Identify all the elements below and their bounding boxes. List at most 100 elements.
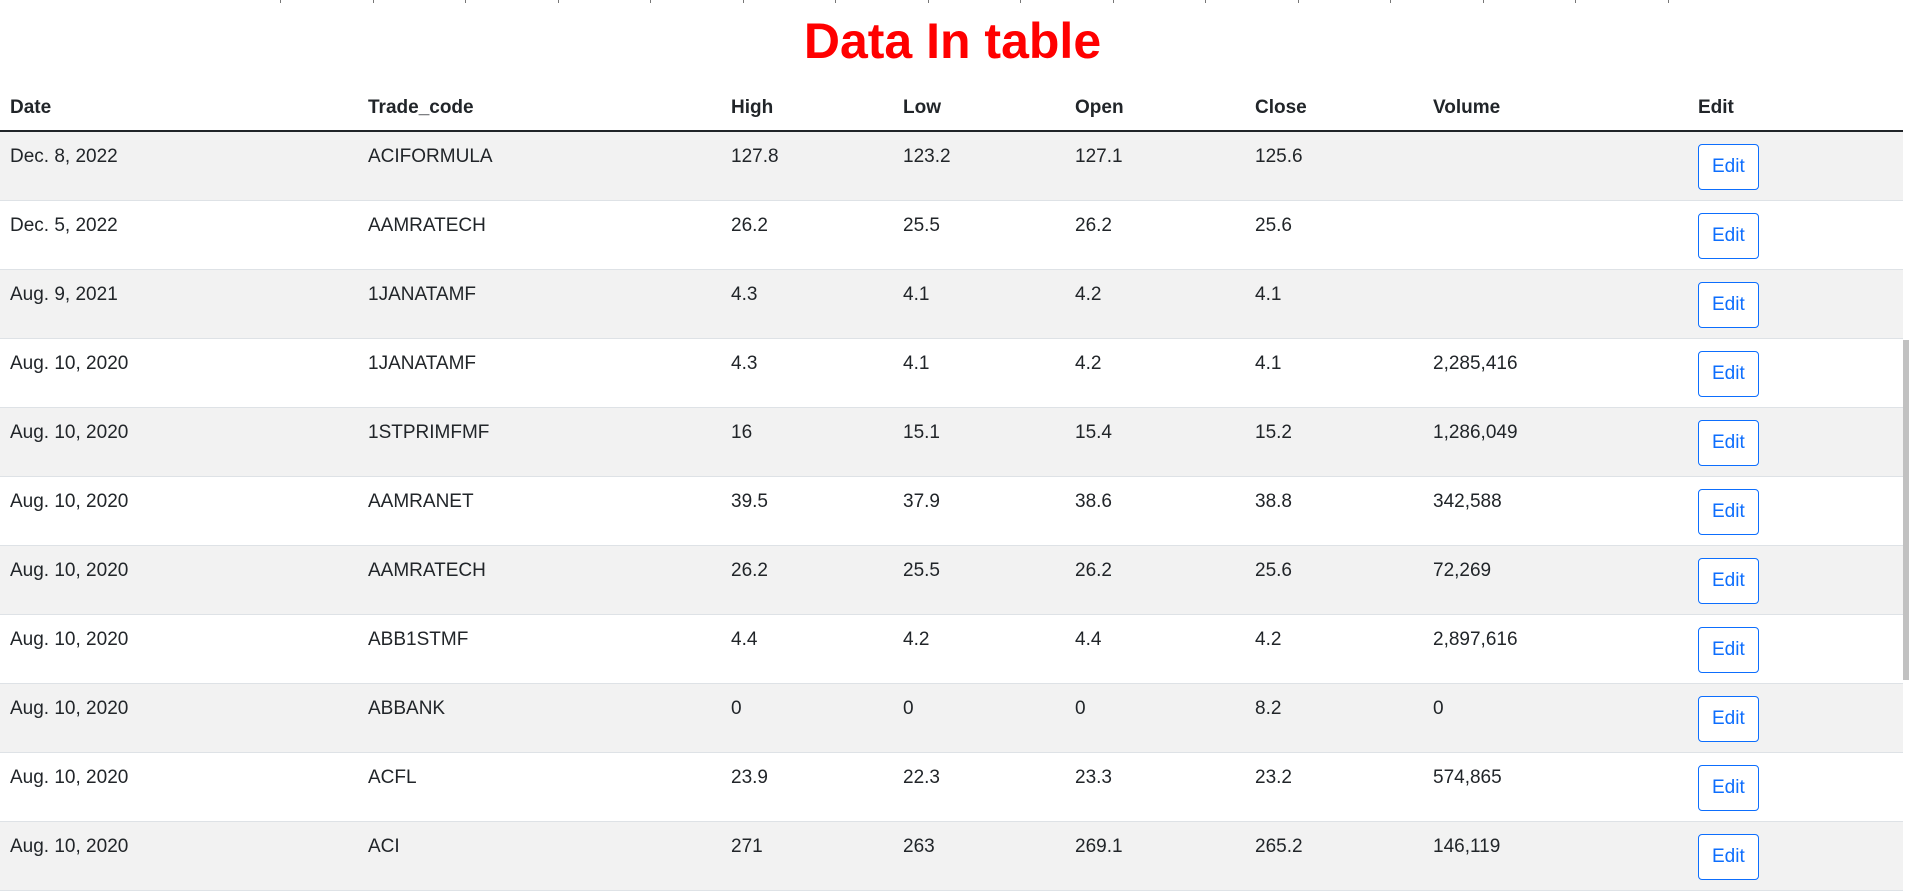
table-row: Aug. 9, 2021 1JANATAMF 4.3 4.1 4.2 4.1 Edit: [0, 269, 1903, 338]
tick-mark: [742, 0, 744, 3]
edit-button[interactable]: Edit: [1698, 350, 1759, 397]
trade-code-cell: 1JANATAMF: [368, 283, 477, 305]
column-header-open: Open: [1065, 86, 1245, 132]
high-cell: 4.4: [731, 628, 758, 650]
column-header-edit: Edit: [1688, 86, 1903, 132]
tick-mark: [1667, 0, 1669, 3]
date-cell: Aug. 10, 2020: [10, 352, 129, 374]
edit-button[interactable]: Edit: [1698, 833, 1759, 880]
high-cell: 23.9: [731, 766, 768, 788]
close-cell: 25.6: [1255, 214, 1292, 236]
trade-code-cell: AAMRATECH: [368, 559, 486, 581]
edit-button[interactable]: Edit: [1698, 695, 1759, 742]
page-title: Data In table: [803, 13, 1102, 69]
column-header-low: Low: [893, 86, 1065, 132]
volume-cell: 574,865: [1433, 766, 1502, 788]
open-cell: 0: [1075, 697, 1086, 719]
tick-mark: [465, 0, 466, 3]
data-table-container: Date Trade_code High Low Open Close Volu…: [0, 86, 1903, 891]
date-cell: Aug. 10, 2020: [10, 559, 129, 581]
open-cell: 127.1: [1075, 146, 1123, 167]
edit-cell: Edit: [1688, 407, 1903, 476]
tick-mark: [1205, 0, 1206, 3]
open-cell: 4.2: [1075, 283, 1102, 305]
top-border-ticks: [0, 0, 1909, 4]
column-header-trade-code: Trade_code: [358, 86, 721, 132]
tick-mark: [1297, 0, 1299, 3]
volume-cell: [1423, 269, 1688, 338]
tick-mark: [835, 0, 836, 3]
table-row: Aug. 10, 2020 ABB1STMF 4.4 4.2 4.4 4.2 2,897,6…: [0, 614, 1903, 683]
table-row: Aug. 10, 2020 ABBANK 0 0 0 8.2 0 Edit: [0, 683, 1903, 752]
tick-mark: [1112, 0, 1114, 3]
tick-mark: [650, 0, 651, 3]
volume-cell: [1423, 131, 1688, 200]
open-cell: 4.2: [1075, 352, 1102, 374]
edit-cell: Edit: [1688, 338, 1903, 407]
table-row: Aug. 10, 2020 1JANATAMF 4.3 4.1 4.2 4.1 2,285,…: [0, 338, 1903, 407]
column-header-close: Close: [1245, 86, 1423, 132]
edit-button[interactable]: Edit: [1698, 281, 1759, 328]
tick-mark: [372, 0, 374, 3]
open-cell: 38.6: [1075, 490, 1112, 512]
edit-cell: Edit: [1688, 269, 1903, 338]
edit-cell: Edit: [1688, 614, 1903, 683]
edit-cell: Edit: [1688, 131, 1903, 200]
volume-cell: 0: [1433, 697, 1444, 719]
date-cell: Dec. 5, 2022: [10, 214, 118, 236]
volume-cell: 2,897,616: [1433, 628, 1518, 650]
volume-cell: [1423, 200, 1688, 269]
edit-cell: Edit: [1688, 545, 1903, 614]
open-cell: 23.3: [1075, 766, 1112, 788]
tick-mark: [927, 0, 929, 3]
date-cell: Aug. 10, 2020: [10, 490, 129, 512]
column-header-high: High: [721, 86, 893, 132]
close-cell: 4.2: [1255, 628, 1282, 650]
edit-button[interactable]: Edit: [1698, 764, 1759, 811]
edit-button[interactable]: Edit: [1698, 419, 1759, 466]
edit-button[interactable]: Edit: [1698, 557, 1759, 604]
low-cell: 15.1: [903, 421, 940, 443]
edit-cell: Edit: [1688, 200, 1903, 269]
volume-cell: 342,588: [1433, 490, 1502, 512]
vertical-scrollbar[interactable]: [1903, 0, 1909, 896]
close-cell: 4.1: [1255, 352, 1282, 374]
high-cell: 0: [731, 697, 742, 719]
open-cell: 4.4: [1075, 628, 1102, 650]
volume-cell: 72,269: [1433, 559, 1492, 581]
table-row: Aug. 10, 2020 AAMRANET 39.5 37.9 38.6 38.8 342…: [0, 476, 1903, 545]
low-cell: 263: [903, 835, 935, 857]
date-cell: Aug. 10, 2020: [10, 766, 129, 788]
high-cell: 127.8: [731, 146, 779, 167]
low-cell: 4.1: [903, 283, 930, 305]
trade-code-cell: ABBANK: [368, 697, 446, 719]
table-row: Dec. 5, 2022 AAMRATECH 26.2 25.5 26.2 25.6 Edi…: [0, 200, 1903, 269]
tick-mark: [1482, 0, 1484, 3]
edit-button[interactable]: Edit: [1698, 488, 1759, 535]
high-cell: 16: [731, 421, 753, 443]
low-cell: 25.5: [903, 559, 940, 581]
close-cell: 265.2: [1255, 835, 1303, 857]
scrollbar-thumb[interactable]: [1903, 340, 1909, 680]
close-cell: 4.1: [1255, 283, 1282, 305]
edit-button[interactable]: Edit: [1698, 212, 1759, 259]
low-cell: 25.5: [903, 214, 940, 236]
low-cell: 0: [903, 697, 914, 719]
open-cell: 26.2: [1075, 559, 1112, 581]
low-cell: 123.2: [903, 146, 951, 167]
data-table: Date Trade_code High Low Open Close Volu…: [0, 86, 1903, 891]
table-header: Date Trade_code High Low Open Close Volu…: [0, 86, 1903, 132]
low-cell: 37.9: [903, 490, 940, 512]
close-cell: 38.8: [1255, 490, 1292, 512]
edit-button[interactable]: Edit: [1698, 626, 1759, 673]
volume-cell: 1,286,049: [1433, 421, 1518, 443]
low-cell: 4.1: [903, 352, 930, 374]
date-cell: Aug. 10, 2020: [10, 835, 129, 857]
date-cell: Dec. 8, 2022: [10, 146, 118, 167]
trade-code-cell: AAMRATECH: [368, 214, 486, 236]
edit-button[interactable]: Edit: [1698, 144, 1759, 190]
trade-code-cell: ACIFORMULA: [368, 146, 493, 167]
volume-cell: 2,285,416: [1433, 352, 1518, 374]
table-row: Dec. 8, 2022 ACIFORMULA 127.8 123.2 127.1 125…: [0, 131, 1903, 200]
